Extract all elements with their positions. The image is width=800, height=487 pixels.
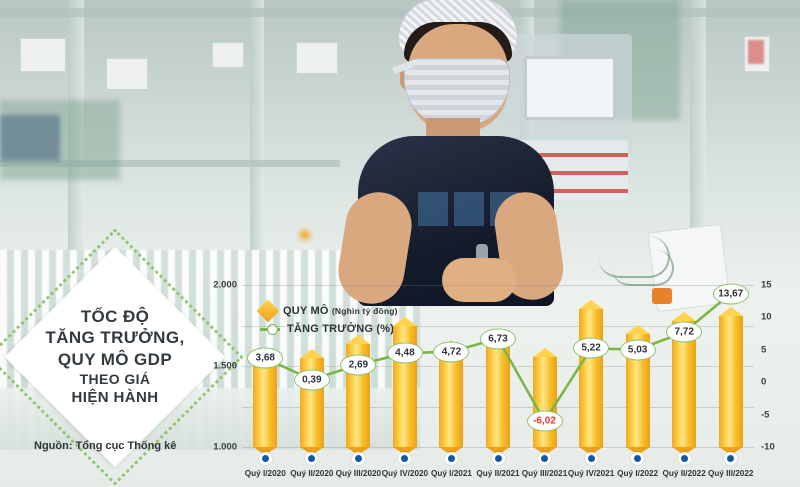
legend-item-bar: QUY MÔ (Nghìn tỷ đồng) <box>256 299 398 323</box>
legend-bar-unit: (Nghìn tỷ đồng) <box>331 306 398 316</box>
y-axis-tick-right: -10 <box>761 441 775 453</box>
x-axis-marker-icon <box>724 452 738 465</box>
growth-value-label-1: 3,68 <box>247 347 284 369</box>
gridline: 2.000 <box>213 280 754 291</box>
growth-value-label-11: 13,67 <box>712 283 749 305</box>
bar-8 <box>579 299 604 456</box>
y-axis-tick-left: 1.500 <box>213 360 237 372</box>
legend-line-label: TĂNG TRƯỞNG (%) <box>287 323 395 335</box>
x-axis-marker-icon <box>677 452 691 465</box>
badge-line-4: THEO GIÁ <box>79 370 151 387</box>
badge-line-2: TĂNG TRƯỞNG, <box>45 328 185 348</box>
line-marker-icon <box>260 324 280 335</box>
x-axis-label: Quý I/2020 <box>244 469 286 478</box>
y-axis-tick-left: 2.000 <box>213 279 237 291</box>
legend-bar-label: QUY MÔ <box>283 305 329 317</box>
x-axis-marker-icon <box>305 452 319 465</box>
growth-line <box>264 292 732 423</box>
y-axis-tick-right: 10 <box>761 311 772 323</box>
badge-line-5: HIỆN HÀNH <box>71 389 159 406</box>
bar-11 <box>718 307 743 455</box>
x-axis-label: Quý III/2021 <box>521 469 568 478</box>
growth-value-label-5: 4,72 <box>433 341 470 363</box>
title-badge: TỐC ĐỘ TĂNG TRƯỞNG, QUY MÔ GDP THEO GIÁ … <box>0 228 244 486</box>
x-axis-label: Quý IV/2020 <box>381 469 429 478</box>
growth-value-label-8: 5,22 <box>573 337 610 359</box>
growth-value-label-3: 2,69 <box>340 354 377 376</box>
growth-value-label-7: -6,02 <box>526 410 563 432</box>
x-axis-label: Quý II/2022 <box>662 469 706 478</box>
factory-worker-photo <box>330 0 580 309</box>
x-axis-marker-icon <box>444 452 458 465</box>
x-axis-label: Quý IV/2021 <box>567 469 615 478</box>
y-axis-tick-left: 1.000 <box>213 441 237 453</box>
y-axis-tick-right: 15 <box>761 279 772 291</box>
x-axis-marker-icon <box>258 452 272 465</box>
growth-value-label-2: 0,39 <box>293 369 330 391</box>
growth-value-label-6: 6,73 <box>480 328 516 350</box>
y-axis-tick-right: 5 <box>761 344 767 356</box>
x-axis-marker-icon <box>584 452 598 465</box>
legend-item-line: TĂNG TRƯỞNG (%) <box>260 323 398 335</box>
x-axis-marker-icon <box>491 452 505 465</box>
x-axis-marker-icon <box>538 452 552 465</box>
source-note: Nguồn: Tổng cục Thống kê <box>34 440 177 452</box>
growth-value-label-9: 5,03 <box>619 339 656 361</box>
x-axis-marker-icon <box>631 452 645 465</box>
badge-line-1: TỐC ĐỘ <box>80 306 150 326</box>
badge-line-3: QUY MÔ GDP <box>57 349 173 369</box>
x-axis-label: Quý III/2020 <box>335 469 382 478</box>
x-axis-label: Quý I/2022 <box>617 469 659 478</box>
y-axis-tick-right: -5 <box>761 409 770 421</box>
x-axis-marker-icon <box>351 452 365 465</box>
chart-legend: QUY MÔ (Nghìn tỷ đồng) TĂNG TRƯỞNG (%) <box>256 299 398 339</box>
growth-value-label-4: 4,48 <box>386 342 423 364</box>
bar-7 <box>532 347 557 456</box>
x-axis-marker-icon <box>398 452 412 465</box>
x-axis-label: Quý II/2021 <box>476 469 520 478</box>
growth-value-label-10: 7,72 <box>666 321 703 343</box>
gdp-chart: QUY MÔ (Nghìn tỷ đồng) TĂNG TRƯỞNG (%) %… <box>200 280 800 485</box>
x-axis-label: Quý III/2022 <box>707 469 754 478</box>
gridline: 1.500 <box>213 325 754 372</box>
x-axis-label: Quý I/2021 <box>430 469 472 478</box>
x-axis-label: Quý II/2020 <box>290 469 334 478</box>
y-axis-tick-right: 0 <box>761 376 767 388</box>
